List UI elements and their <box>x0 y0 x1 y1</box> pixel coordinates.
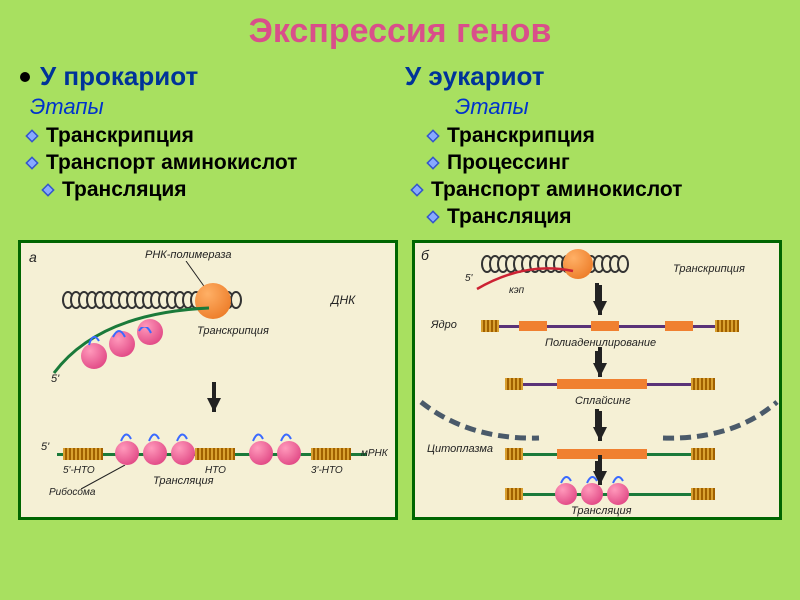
label-nucleus: Ядро <box>431 319 457 331</box>
columns-container: У прокариот Этапы Транскрипция Транспорт … <box>0 61 800 232</box>
cap-block-icon <box>505 488 523 500</box>
nto-block-icon <box>195 448 235 460</box>
right-header: У эукариот <box>405 61 780 92</box>
diamond-bullet-icon <box>425 155 441 171</box>
label-mrna: мРНК <box>361 448 388 459</box>
stage-text: Трансляция <box>447 205 572 229</box>
stage-text: Транскрипция <box>46 124 194 148</box>
diamond-bullet-icon <box>24 128 40 144</box>
pre-mrna-icon <box>475 265 585 295</box>
cap-block-icon <box>481 320 499 332</box>
right-stages-label: Этапы <box>455 94 780 120</box>
right-heading: У эукариот <box>405 61 545 92</box>
diamond-bullet-icon <box>425 209 441 225</box>
trna-icon <box>557 471 637 487</box>
label-5prime-a: 5' <box>51 373 59 385</box>
label-3nto: 3'-НТО <box>311 465 343 476</box>
label-translation-a: Трансляция <box>153 475 214 487</box>
cap-block-icon <box>505 378 523 390</box>
diagram-prokaryote: а РНК-полимераза document.write(Array(22… <box>18 240 398 520</box>
stage-text: Транспорт аминокислот <box>431 178 682 202</box>
label-cytoplasm: Цитоплазма <box>427 443 493 455</box>
prokaryote-column: У прокариот Этапы Транскрипция Транспорт … <box>20 61 395 232</box>
stage-item: Трансляция <box>425 205 780 229</box>
stage-item: Транскрипция <box>24 124 395 148</box>
mrna-line-icon <box>511 493 697 496</box>
diamond-bullet-icon <box>425 128 441 144</box>
polya-block-icon <box>691 448 715 460</box>
arrow-down-icon <box>593 363 607 377</box>
label-translation-b: Трансляция <box>571 505 632 517</box>
left-items-list: Транскрипция Транспорт аминокислот Трансля… <box>20 124 395 202</box>
stage-item: Процессинг <box>425 151 780 175</box>
label-dna: ДНК <box>331 293 355 307</box>
diagram-eukaryote: б document.write(Array(18).fill('<div cl… <box>412 240 782 520</box>
polya-block-icon <box>691 488 715 500</box>
trna-icon <box>117 427 307 447</box>
stage-item: Транскрипция <box>425 124 780 148</box>
label-5prime-b: 5' <box>41 441 49 453</box>
stage-item: Транспорт аминокислот <box>409 178 780 202</box>
page-title: Экспрессия генов <box>0 0 800 61</box>
exon-block-icon <box>557 449 647 459</box>
label-5prime-b2: 5' <box>465 273 472 284</box>
exon-block-icon <box>665 321 693 331</box>
diamond-bullet-icon <box>40 182 56 198</box>
nto-block-icon <box>63 448 103 460</box>
right-items-list: Транскрипция Процессинг Транспорт аминокис… <box>405 124 780 229</box>
arrow-down-icon <box>593 427 607 441</box>
label-transcription-a: Транскрипция <box>197 325 269 337</box>
diamond-bullet-icon <box>409 182 425 198</box>
arrow-stem-icon <box>595 283 599 303</box>
left-header: У прокариот <box>20 61 395 92</box>
label-transcription-b: Транскрипция <box>673 263 745 275</box>
left-stages-label: Этапы <box>30 94 395 120</box>
left-heading: У прокариот <box>40 61 198 92</box>
nto-block-icon <box>311 448 351 460</box>
exon-block-icon <box>519 321 547 331</box>
polya-block-icon <box>715 320 739 332</box>
bullet-icon <box>20 72 30 82</box>
cap-block-icon <box>505 448 523 460</box>
label-cap: кэп <box>509 285 524 296</box>
stage-text: Транскрипция <box>447 124 595 148</box>
stage-text: Трансляция <box>62 178 187 202</box>
arrow-down-icon <box>593 301 607 315</box>
trna-icon <box>87 327 167 357</box>
exon-block-icon <box>557 379 647 389</box>
panel-b-label: б <box>421 247 429 263</box>
exon-block-icon <box>591 321 619 331</box>
label-rna-polymerase: РНК-полимераза <box>145 249 231 261</box>
stage-item: Трансляция <box>40 178 395 202</box>
diagrams-row: а РНК-полимераза document.write(Array(22… <box>0 232 800 520</box>
stage-item: Транспорт аминокислот <box>24 151 395 175</box>
eukaryote-column: У эукариот Этапы ТранскрипцияПроцессингТ… <box>405 61 780 232</box>
arrow-down-icon <box>207 398 221 412</box>
diamond-bullet-icon <box>24 155 40 171</box>
leader-line-icon <box>81 465 131 491</box>
panel-a-label: а <box>29 249 37 265</box>
stage-text: Транспорт аминокислот <box>46 151 297 175</box>
stage-text: Процессинг <box>447 151 570 175</box>
polya-block-icon <box>691 378 715 390</box>
